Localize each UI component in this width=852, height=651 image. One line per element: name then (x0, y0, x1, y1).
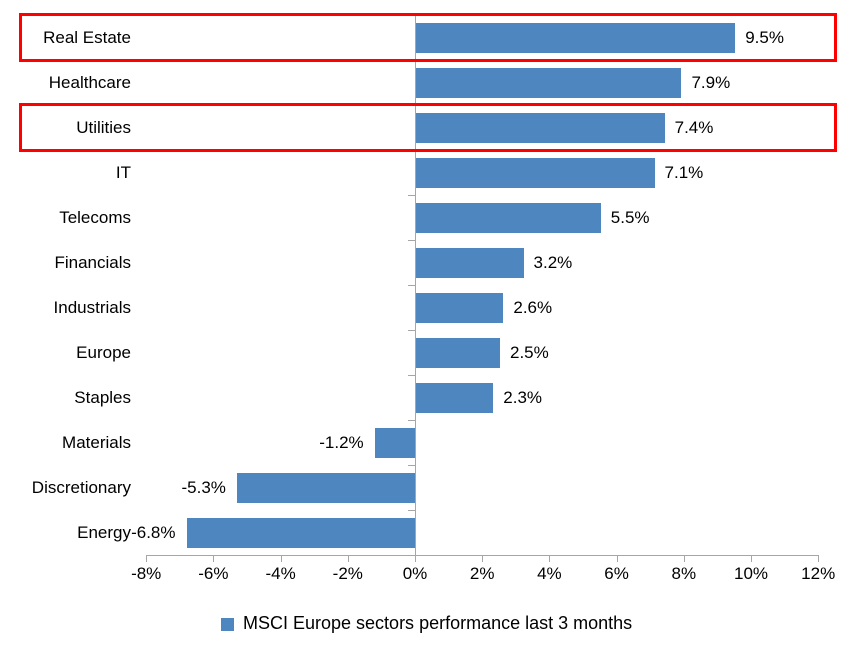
highlight-box (19, 13, 837, 62)
category-label: Healthcare (48, 73, 131, 92)
x-tick-label: 4% (537, 564, 562, 583)
y-axis-line (415, 15, 416, 555)
legend: MSCI Europe sectors performance last 3 m… (221, 613, 632, 634)
category-label: Europe (76, 343, 131, 362)
value-label: -1.2% (319, 433, 364, 452)
value-label: -6.8% (131, 523, 176, 542)
category-label: Financials (54, 253, 131, 272)
x-axis-tick (549, 555, 551, 562)
highlight-box (19, 103, 837, 152)
value-label: 2.5% (510, 343, 549, 362)
x-tick-label: 2% (469, 564, 495, 583)
value-label: 7.1% (664, 163, 704, 182)
legend-series-swatch-icon (221, 618, 234, 631)
value-label: 5.5% (610, 208, 650, 227)
bar (186, 518, 415, 548)
y-axis-tick (408, 330, 415, 331)
x-tick-label: -2% (332, 564, 363, 583)
y-axis-tick (408, 465, 415, 466)
bar (416, 293, 504, 323)
category-label: Energy (77, 523, 131, 542)
x-axis-tick (818, 555, 820, 562)
bar (416, 158, 655, 188)
x-tick-label: 12% (801, 564, 836, 583)
y-axis-tick (408, 195, 415, 196)
bar (416, 383, 494, 413)
x-axis-tick (751, 555, 752, 562)
value-label: 2.3% (503, 388, 543, 407)
value-label: 3.2% (533, 253, 573, 272)
category-label: Discretionary (31, 478, 131, 497)
value-label: 2.6% (513, 298, 553, 317)
category-label: Real Estate (43, 28, 131, 47)
x-axis-tick (280, 555, 282, 562)
x-tick-label: -8% (131, 564, 162, 583)
legend-label: MSCI Europe sectors performance last 3 m… (243, 613, 633, 633)
x-tick-label: 0% (402, 564, 428, 583)
y-axis-tick (408, 510, 415, 511)
category-label: Materials (62, 433, 131, 452)
x-axis-tick (213, 555, 215, 562)
bar (416, 203, 601, 233)
category-label: Utilities (76, 118, 131, 137)
x-axis-tick (347, 555, 349, 562)
category-label: Industrials (53, 298, 131, 317)
bar (416, 248, 524, 278)
value-label: 9.5% (745, 28, 784, 47)
category-label: Staples (74, 388, 131, 407)
value-label: -5.3% (181, 478, 226, 497)
value-label: 7.9% (691, 73, 731, 92)
x-tick-label: 8% (671, 564, 697, 583)
x-axis-tick (146, 555, 148, 562)
category-label: Telecoms (59, 208, 131, 227)
x-tick-label: -4% (265, 564, 296, 583)
bar (416, 68, 682, 98)
y-axis-tick (408, 375, 415, 376)
category-label: IT (115, 163, 131, 182)
bar (416, 113, 665, 143)
x-tick-label: 6% (604, 564, 629, 583)
x-axis-tick (683, 555, 685, 562)
y-axis-tick (408, 240, 415, 241)
y-axis-tick (408, 420, 415, 421)
bar (236, 473, 415, 503)
bar (416, 23, 736, 53)
x-axis-tick (616, 555, 618, 562)
y-axis-tick (408, 285, 415, 286)
bar (374, 428, 415, 458)
bar (416, 338, 500, 368)
x-tick-label: -6% (198, 564, 229, 583)
x-axis-tick (482, 555, 484, 562)
x-tick-label: 10% (733, 564, 769, 583)
value-label: 7.4% (674, 118, 714, 137)
x-axis-tick (415, 555, 416, 562)
